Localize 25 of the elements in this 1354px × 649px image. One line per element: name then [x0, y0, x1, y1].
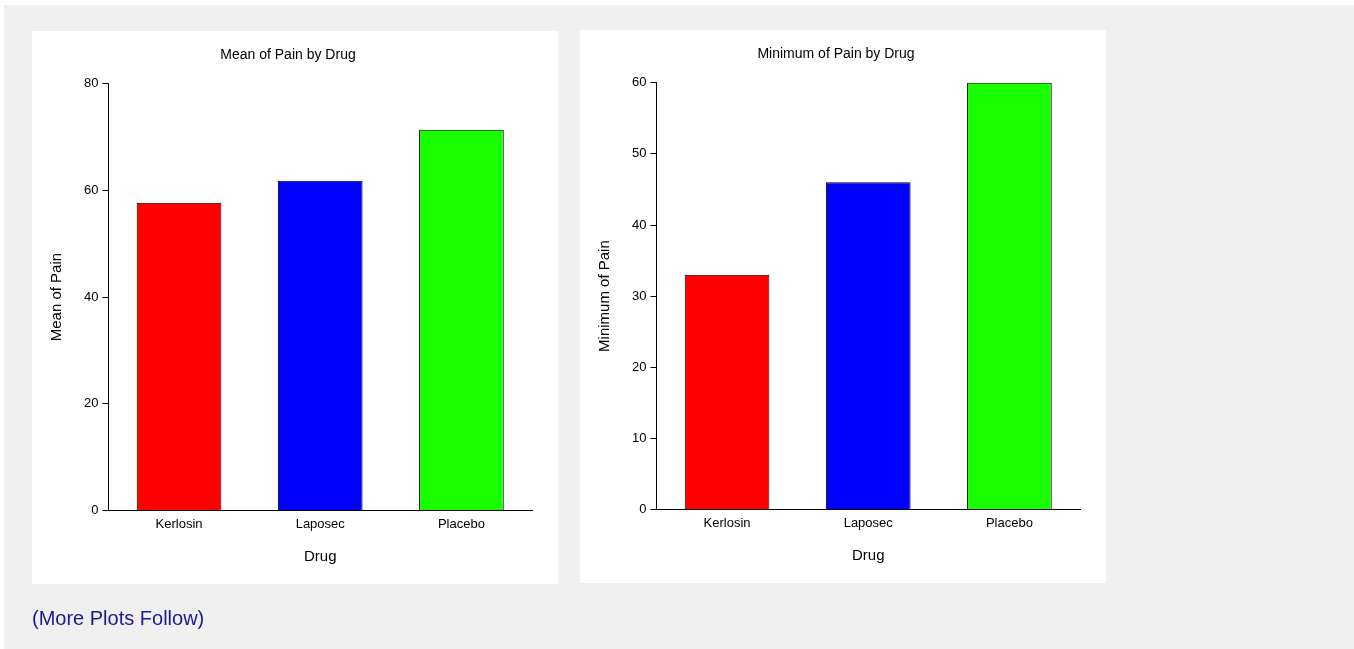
x-tick-label: Placebo	[437, 515, 485, 531]
x-tick-label: Laposec	[843, 514, 894, 530]
chart-title: Mean of Pain by Drug	[220, 46, 356, 63]
x-tick-label: Kerlosin	[703, 514, 751, 530]
y-tick-label: 50	[631, 145, 647, 161]
y-tick-label: 80	[83, 75, 99, 91]
y-tick-label: 20	[83, 395, 99, 411]
x-tick-label: Placebo	[985, 514, 1033, 530]
y-tick-label: 30	[631, 287, 647, 303]
y-tick-label: 20	[631, 358, 647, 374]
x-axis-title: Drug	[851, 546, 885, 564]
y-tick-label: 60	[83, 182, 99, 198]
x-tick-label: Laposec	[295, 515, 346, 531]
y-axis-title: Minimum of Pain	[595, 240, 613, 352]
chart-title: Minimum of Pain by Drug	[757, 45, 915, 62]
x-tick-label: Kerlosin	[155, 515, 203, 531]
y-tick-label: 10	[631, 429, 647, 445]
y-axis-title: Mean of Pain	[47, 252, 65, 342]
y-tick-label: 40	[631, 216, 647, 232]
y-tick-label: 0	[91, 501, 99, 517]
y-tick-label: 0	[639, 500, 647, 516]
y-tick-label: 40	[83, 288, 99, 304]
x-axis-title: Drug	[303, 547, 337, 565]
text: (More Plots Follow)	[32, 607, 205, 630]
y-tick-label: 60	[631, 74, 647, 90]
